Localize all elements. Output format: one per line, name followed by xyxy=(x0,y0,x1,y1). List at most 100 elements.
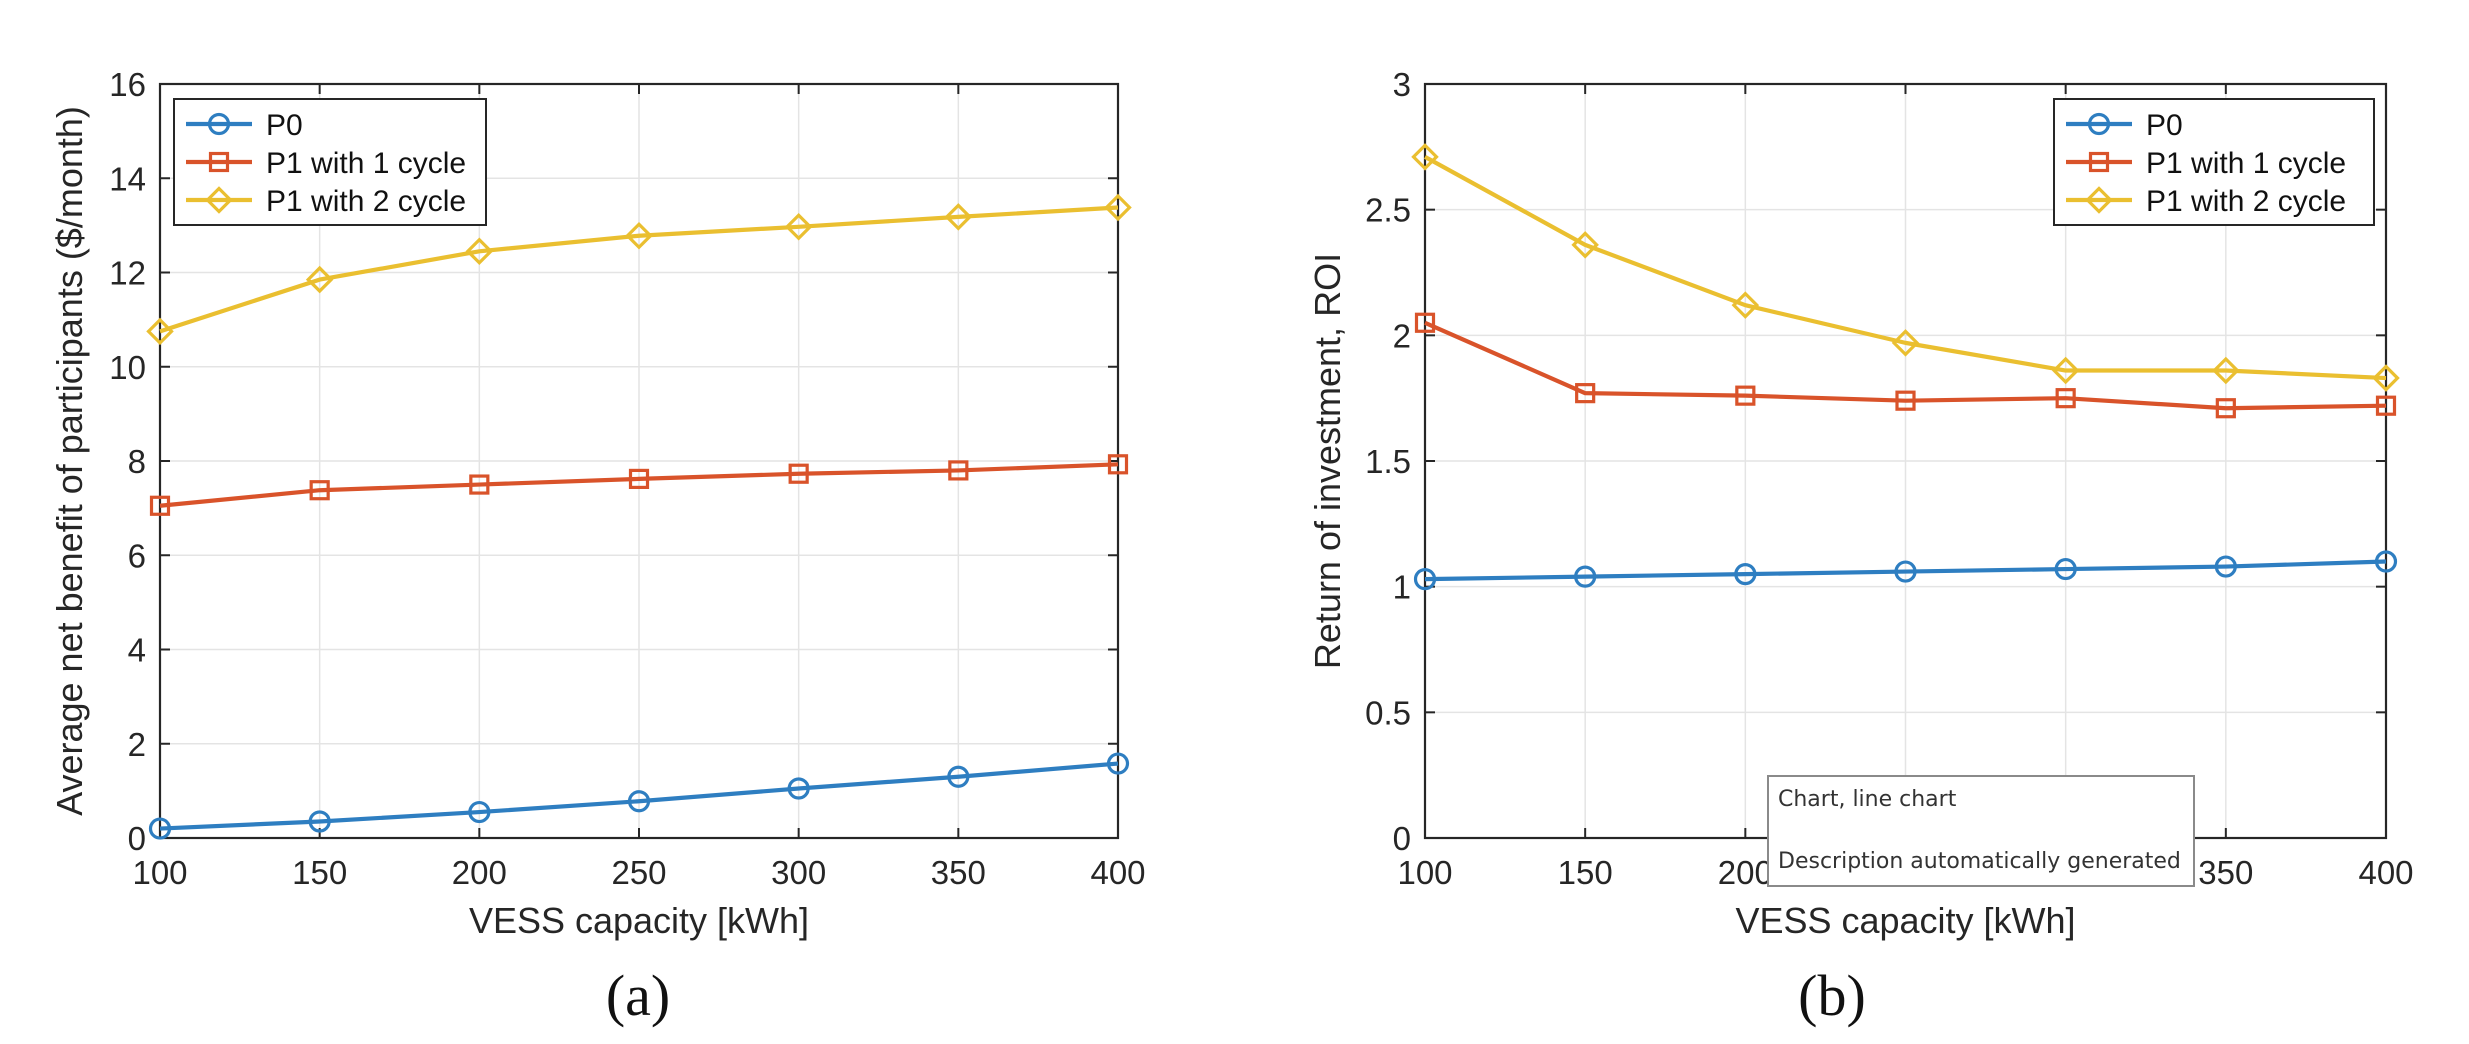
caption-b: (b) xyxy=(1798,963,1866,1028)
x-axis-label: VESS capacity [kWh] xyxy=(469,900,809,941)
x-tick-label: 400 xyxy=(1090,854,1145,891)
legend-marker-diamond xyxy=(2085,186,2113,214)
data-point-diamond xyxy=(2051,356,2080,385)
data-point-diamond xyxy=(1571,231,1599,259)
y-tick-label: 6 xyxy=(128,537,146,574)
x-tick-label: 200 xyxy=(452,854,507,891)
data-point-diamond xyxy=(1731,291,1760,319)
alt-text-tooltip: Chart, line chart Description automatica… xyxy=(1767,775,2195,887)
tooltip-line1: Chart, line chart xyxy=(1778,787,1957,812)
series-p0 xyxy=(1413,550,2398,591)
data-point-diamond xyxy=(2372,364,2400,392)
y-tick-label: 2 xyxy=(1393,317,1411,354)
series-line xyxy=(1424,320,2387,411)
data-point-square xyxy=(1895,390,1916,411)
caption-a: (a) xyxy=(606,963,670,1028)
legend-label: P1 with 2 cycle xyxy=(2146,185,2346,218)
y-axis-label: Average net benefit of participants ($/m… xyxy=(49,106,90,816)
y-tick-label: 12 xyxy=(109,255,146,292)
series-p1-1 xyxy=(149,454,1129,516)
tooltip-box xyxy=(1767,775,2195,887)
x-tick-label: 150 xyxy=(292,854,347,891)
data-point-square xyxy=(149,495,171,516)
y-tick-label: 16 xyxy=(109,66,146,103)
data-point-circle xyxy=(1734,562,1757,586)
x-tick-label: 100 xyxy=(132,854,187,891)
x-tick-label: 200 xyxy=(1718,854,1773,891)
data-point-diamond xyxy=(625,221,653,250)
data-point-circle xyxy=(148,817,172,840)
x-tick-label: 150 xyxy=(1558,854,1613,891)
legend-marker-square xyxy=(2088,151,2110,173)
y-tick-label: 10 xyxy=(109,349,146,386)
y-tick-label: 1 xyxy=(1393,569,1411,606)
y-tick-label: 2 xyxy=(128,726,146,763)
data-point-square xyxy=(1735,385,1756,406)
y-tick-label: 14 xyxy=(109,160,146,197)
legend-marker-diamond xyxy=(205,186,233,214)
data-point-diamond xyxy=(305,265,334,294)
data-point-circle xyxy=(627,790,651,813)
legend-label: P1 with 1 cycle xyxy=(2146,147,2346,180)
data-point-diamond xyxy=(2212,356,2240,385)
series-line xyxy=(159,205,1119,334)
y-tick-label: 0.5 xyxy=(1365,694,1411,731)
y-tick-label: 2.5 xyxy=(1365,192,1411,229)
series-line xyxy=(1423,155,2387,381)
data-point-circle xyxy=(1106,752,1130,775)
data-point-square xyxy=(2375,395,2397,416)
legend-label: P1 with 2 cycle xyxy=(266,185,466,218)
legend: P0 P1 with 1 cycle P1 with 2 cycle xyxy=(2053,98,2375,226)
data-point-square xyxy=(1414,312,1436,333)
y-axis-label: Return of investment, ROI xyxy=(1307,253,1348,669)
data-point-circle xyxy=(947,765,970,788)
series-line xyxy=(159,462,1119,508)
data-point-diamond xyxy=(1411,143,1439,171)
data-point-diamond xyxy=(146,317,174,346)
chart-a: 100 150 200 250 300 350 400 0 2 4 6 8 10 12 14 16 VESS c… xyxy=(49,66,1146,941)
data-point-diamond xyxy=(1891,329,1920,357)
y-tick-label: 0 xyxy=(1393,820,1411,857)
data-point-diamond xyxy=(465,237,494,266)
legend-label: P0 xyxy=(2146,109,2183,142)
legend-marker-square xyxy=(208,151,230,173)
legend: P0 P1 with 1 cycle P1 with 2 cycle xyxy=(173,98,487,226)
data-point-square xyxy=(1575,383,1596,404)
x-tick-label: 400 xyxy=(2358,854,2413,891)
tooltip-line2: Description automatically generated xyxy=(1778,849,2181,874)
data-point-square xyxy=(2215,398,2236,419)
data-point-square xyxy=(2055,388,2076,409)
data-point-diamond xyxy=(944,203,973,231)
y-tick-label: 3 xyxy=(1393,66,1411,103)
data-point-square xyxy=(309,480,330,501)
data-point-circle xyxy=(2054,557,2077,581)
legend-marker-circle xyxy=(207,112,231,136)
x-tick-label: 350 xyxy=(931,854,986,891)
legend-label: P1 with 1 cycle xyxy=(266,147,466,180)
data-point-circle xyxy=(1413,568,1437,591)
data-point-square xyxy=(948,460,969,481)
y-tick-label: 0 xyxy=(128,820,146,857)
data-point-circle xyxy=(1894,560,1917,583)
x-axis-label: VESS capacity [kWh] xyxy=(1735,900,2075,941)
series-line xyxy=(159,761,1119,831)
series-p0 xyxy=(148,752,1130,840)
legend-label: P0 xyxy=(266,109,303,142)
x-tick-label: 350 xyxy=(2198,854,2253,891)
data-point-square xyxy=(1107,454,1129,475)
data-point-circle xyxy=(468,800,491,824)
data-point-circle xyxy=(2374,550,2398,573)
data-point-diamond xyxy=(784,213,813,241)
data-point-diamond xyxy=(1104,193,1132,222)
y-tick-label: 1.5 xyxy=(1365,443,1411,480)
legend-marker-circle xyxy=(2087,112,2111,136)
x-tick-label: 100 xyxy=(1397,854,1452,891)
series-p1-2 xyxy=(146,193,1132,346)
data-point-circle xyxy=(308,810,331,833)
y-tick-label: 8 xyxy=(128,443,146,480)
data-point-circle xyxy=(1574,565,1597,588)
data-point-square xyxy=(788,463,809,484)
series-line xyxy=(1424,559,2387,582)
x-tick-label: 250 xyxy=(611,854,666,891)
